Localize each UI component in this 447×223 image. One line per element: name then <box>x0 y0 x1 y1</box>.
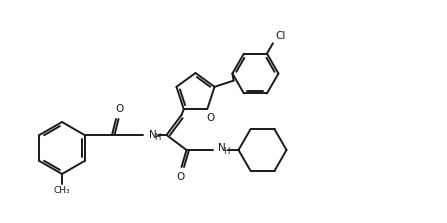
Text: N: N <box>218 143 225 153</box>
Text: O: O <box>206 113 215 123</box>
Text: H: H <box>224 147 230 155</box>
Text: O: O <box>177 172 185 182</box>
Text: N: N <box>148 130 156 140</box>
Text: O: O <box>115 104 124 114</box>
Text: Cl: Cl <box>275 31 285 41</box>
Text: CH₃: CH₃ <box>54 186 70 195</box>
Text: H: H <box>155 134 161 142</box>
